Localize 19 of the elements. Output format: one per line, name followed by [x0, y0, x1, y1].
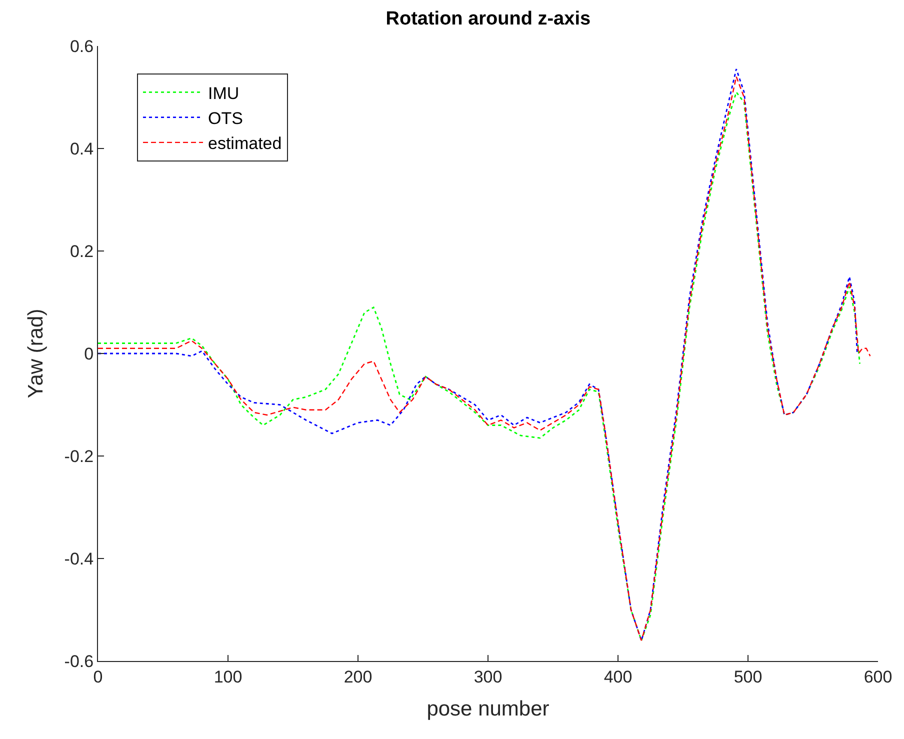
legend-label: estimated: [208, 134, 282, 154]
y-tick-label: 0: [84, 344, 94, 364]
x-axis-title: pose number: [426, 698, 550, 721]
y-tick-label: 0.4: [70, 139, 94, 158]
x-tick-label: 100: [214, 667, 242, 686]
x-tick-label: 600: [864, 667, 892, 686]
y-axis-title: Yaw (rad): [24, 308, 48, 398]
y-tick-label: -0.6: [64, 652, 94, 671]
x-tick-label: 500: [734, 667, 762, 686]
y-tick-label: -0.2: [64, 446, 94, 466]
x-tick-label: 200: [344, 667, 372, 686]
legend-label: OTS: [208, 108, 243, 128]
legend-label: IMU: [208, 84, 240, 103]
chart-title: Rotation around z-axis: [386, 8, 591, 30]
y-tick-label: 0.2: [70, 242, 94, 261]
y-tick-label: 0.6: [70, 36, 94, 56]
x-tick-label: 300: [474, 667, 502, 686]
x-tick-label: 400: [604, 667, 632, 686]
y-tick-label: -0.4: [64, 549, 94, 568]
